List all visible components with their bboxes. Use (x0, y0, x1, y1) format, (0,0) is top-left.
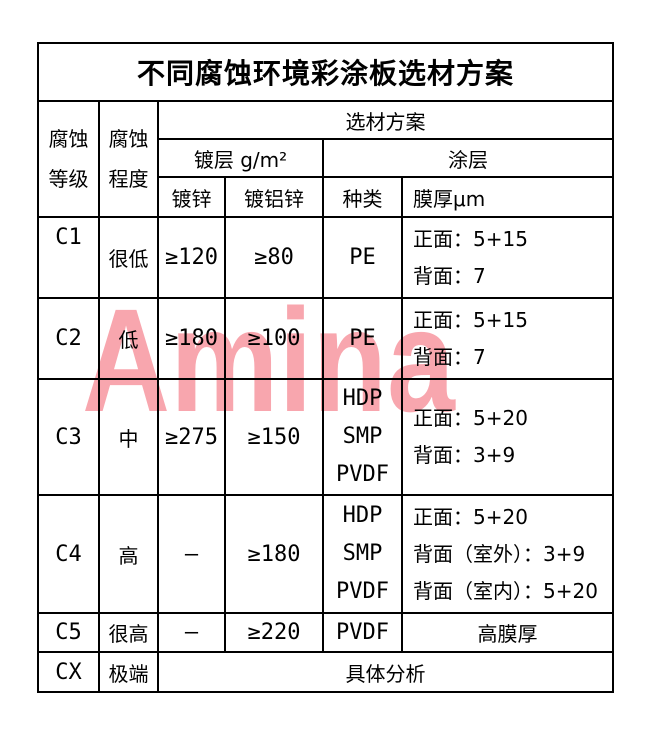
header-coating: 涂层 (322, 138, 614, 178)
galvalume-cell: ≥220 (224, 612, 324, 653)
grade-cell: C4 (37, 494, 100, 614)
table-row-c5: C5 很高 – ≥220 PVDF 高膜厚 (37, 612, 614, 653)
film-thickness-cell: 正面：5+15 背面：7 (401, 216, 614, 299)
table-row-c3: C3 中 ≥275 ≥150 HDP SMP PVDF 正面：5+20 背面：3… (37, 378, 614, 496)
paint-type-cell: PE (322, 297, 403, 380)
grade-cell: C1 (37, 216, 100, 299)
paint-type-cell: HDP SMP PVDF (322, 378, 403, 496)
table-row-c4: C4 高 – ≥180 HDP SMP PVDF 正面：5+20 背面（室外）：… (37, 494, 614, 614)
header-galvalume: 镀铝锌 (224, 176, 324, 218)
paint-type-cell: PE (322, 216, 403, 299)
header-line: 腐蚀 (108, 127, 149, 151)
page-title: 不同腐蚀环境彩涂板选材方案 (37, 42, 614, 102)
film-line: 正面：5+20 (413, 504, 528, 529)
header-line: 程度 (108, 167, 149, 191)
galvalume-cell: ≥150 (224, 378, 324, 496)
film-line: 正面：5+20 (413, 406, 528, 430)
paint-type-cell: PVDF (322, 612, 403, 653)
film-line: 正面：5+15 (413, 307, 528, 332)
degree-cell: 低 (98, 297, 159, 380)
header-corrosion-degree: 腐蚀 程度 (98, 100, 159, 218)
table-row-c1: C1 很低 ≥120 ≥80 PE 正面：5+15 背面：7 (37, 216, 614, 299)
paint-type-line: HDP (342, 386, 383, 411)
paint-type-line: SMP (342, 541, 383, 566)
galvalume-cell: ≥180 (224, 494, 324, 614)
header-row-1: 腐蚀 等级 腐蚀 程度 选材方案 (37, 100, 614, 218)
film-thickness-cell: 高膜厚 (401, 612, 614, 653)
galvalume-cell: ≥80 (224, 216, 324, 299)
header-plating-weight: 镀层 g/m² (157, 138, 324, 178)
film-line: 背面：3+9 (413, 443, 516, 467)
paint-type-line: PVDF (336, 462, 389, 487)
galvalume-cell: ≥100 (224, 297, 324, 380)
table-row-c2: C2 低 ≥180 ≥100 PE 正面：5+15 背面：7 (37, 297, 614, 380)
header-line: 等级 (48, 167, 89, 191)
galvanized-cell: ≥180 (157, 297, 226, 380)
title-row: 不同腐蚀环境彩涂板选材方案 (37, 42, 614, 102)
grade-cell: C3 (37, 378, 100, 496)
analysis-cell: 具体分析 (157, 651, 614, 693)
film-line: 正面：5+15 (413, 226, 528, 251)
paint-type-line: HDP (342, 503, 383, 528)
film-line: 背面（室内）：5+20 (413, 578, 598, 603)
grade-cell: C5 (37, 612, 100, 653)
galvanized-cell: ≥120 (157, 216, 226, 299)
table-row-cx: CX 极端 具体分析 (37, 651, 614, 693)
header-scheme: 选材方案 (157, 100, 614, 140)
grade-cell: C2 (37, 297, 100, 380)
paint-type-line: PVDF (336, 579, 389, 604)
header-paint-type: 种类 (322, 176, 403, 218)
film-line: 背面（室外）：3+9 (413, 541, 586, 566)
header-corrosion-grade: 腐蚀 等级 (37, 100, 100, 218)
header-row-2: 镀层 g/m² 涂层 (38, 138, 614, 178)
galvanized-cell: – (157, 612, 226, 653)
header-film-thickness: 膜厚μm (401, 176, 614, 218)
header-galvanized: 镀锌 (157, 176, 226, 218)
degree-cell: 很低 (98, 216, 159, 299)
degree-cell: 高 (98, 494, 159, 614)
paint-type-line: SMP (342, 424, 383, 449)
galvanized-cell: – (157, 494, 226, 614)
film-thickness-cell: 正面：5+20 背面：3+9 (401, 378, 614, 496)
film-line: 背面：7 (413, 263, 486, 288)
galvanized-cell: ≥275 (157, 378, 226, 496)
material-selection-table: 不同腐蚀环境彩涂板选材方案 腐蚀 等级 腐蚀 程度 选材方案 镀层 g/m² 涂… (37, 42, 614, 693)
film-thickness-cell: 正面：5+15 背面：7 (401, 297, 614, 380)
degree-cell: 极端 (98, 651, 159, 693)
paint-type-cell: HDP SMP PVDF (322, 494, 403, 614)
degree-cell: 中 (98, 378, 159, 496)
grade-cell: CX (37, 651, 100, 693)
header-row-3: 镀锌 镀铝锌 种类 膜厚μm (38, 176, 614, 218)
header-line: 腐蚀 (48, 127, 89, 151)
film-thickness-cell: 正面：5+20 背面（室外）：3+9 背面（室内）：5+20 (401, 494, 614, 614)
film-line: 背面：7 (413, 344, 486, 369)
degree-cell: 很高 (98, 612, 159, 653)
